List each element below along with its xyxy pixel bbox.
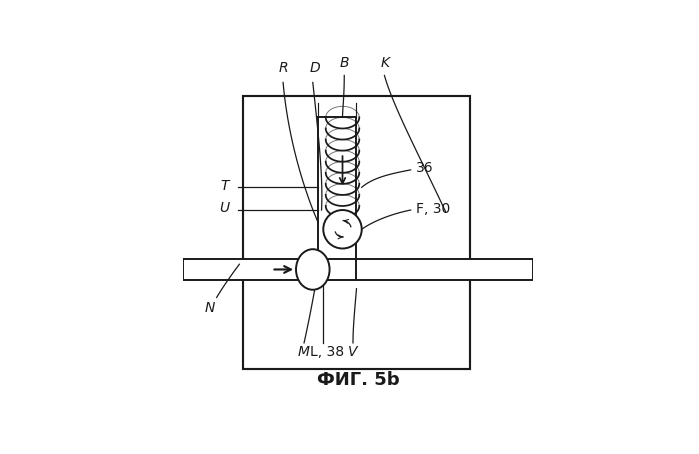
Text: V: V (348, 345, 358, 359)
Text: N: N (205, 301, 215, 315)
Circle shape (323, 210, 362, 248)
Ellipse shape (296, 249, 329, 290)
Text: M: M (298, 345, 310, 359)
Text: U: U (219, 201, 229, 215)
Text: L, 38: L, 38 (310, 345, 344, 359)
Bar (243, 96, 470, 369)
Text: D: D (309, 61, 320, 75)
Text: T: T (220, 178, 229, 192)
Text: B: B (340, 56, 349, 70)
Text: ФИГ. 5b: ФИГ. 5b (317, 370, 400, 389)
Text: 36: 36 (416, 161, 433, 175)
Bar (183, 259, 533, 280)
Text: R: R (278, 61, 288, 75)
Text: K: K (381, 56, 390, 70)
Text: F, 30: F, 30 (416, 202, 450, 216)
